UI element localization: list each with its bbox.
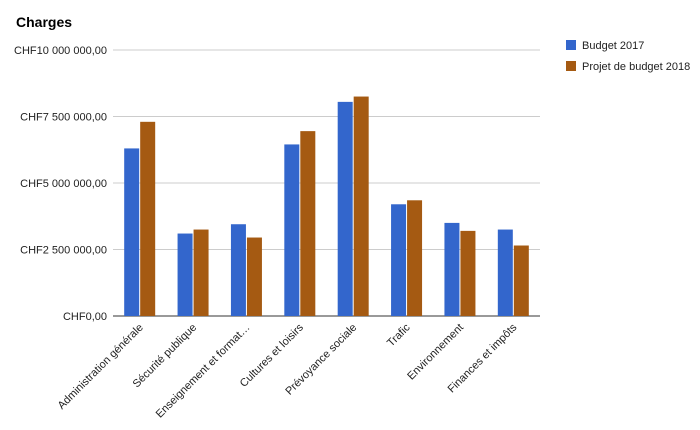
legend-swatch bbox=[566, 61, 576, 71]
x-tick-label: Administration générale bbox=[56, 322, 146, 412]
y-tick-label: CHF2 500 000,00 bbox=[20, 245, 107, 257]
bar-budget-2017-0 bbox=[124, 148, 140, 316]
legend: Budget 2017 Projet de budget 2018 bbox=[566, 40, 690, 73]
x-tick-label: Enseignement et format… bbox=[154, 322, 253, 421]
legend-label: Projet de budget 2018 bbox=[582, 61, 690, 73]
legend-label: Budget 2017 bbox=[582, 40, 644, 52]
bar-projet-2018-7 bbox=[513, 245, 529, 316]
bar-budget-2017-7 bbox=[497, 229, 513, 316]
y-tick-label: CHF10 000 000,00 bbox=[14, 45, 107, 57]
bars bbox=[124, 96, 529, 317]
bar-budget-2017-1 bbox=[177, 233, 193, 316]
bar-projet-2018-1 bbox=[193, 229, 209, 316]
gridlines bbox=[113, 49, 540, 317]
bar-projet-2018-2 bbox=[246, 237, 262, 316]
y-tick-label: CHF5 000 000,00 bbox=[20, 178, 107, 190]
x-tick-label: Trafic bbox=[385, 321, 413, 349]
legend-swatch bbox=[566, 40, 576, 50]
chart-title: Charges bbox=[16, 14, 72, 30]
y-tick-label: CHF7 500 000,00 bbox=[20, 112, 107, 124]
bar-projet-2018-6 bbox=[460, 230, 476, 316]
bar-budget-2017-3 bbox=[284, 144, 300, 316]
bar-projet-2018-0 bbox=[140, 121, 156, 316]
bar-budget-2017-6 bbox=[444, 222, 460, 316]
y-axis-ticks: CHF0,00 CHF2 500 000,00 CHF5 000 000,00 CHF… bbox=[14, 45, 107, 323]
bar-budget-2017-4 bbox=[337, 101, 353, 317]
bar-projet-2018-3 bbox=[300, 131, 316, 316]
bar-budget-2017-5 bbox=[391, 204, 407, 316]
bar-projet-2018-5 bbox=[407, 200, 423, 316]
bar-projet-2018-4 bbox=[353, 96, 369, 316]
x-tick-label: Environnement bbox=[405, 322, 466, 383]
bar-budget-2017-2 bbox=[230, 224, 246, 316]
y-tick-label: CHF0,00 bbox=[63, 311, 107, 323]
